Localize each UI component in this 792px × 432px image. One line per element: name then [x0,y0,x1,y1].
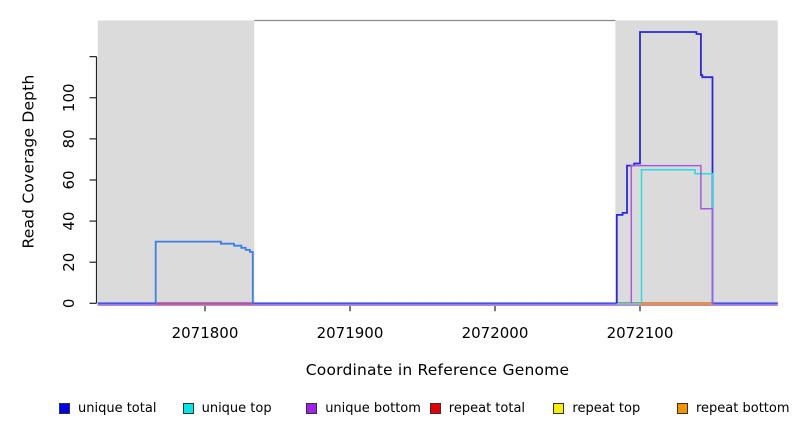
chart-legend: unique total unique top unique bottom repea… [0,399,792,423]
legend-item-unique-bottom: unique bottom [306,399,421,417]
legend-swatch-icon [429,402,441,414]
legend-label: repeat total [448,400,526,416]
legend-label: repeat top [572,400,641,416]
legend-item-unique-total: unique total [59,399,156,417]
x-tick-label: 2072100 [607,324,674,342]
x-tick-label: 2071800 [172,324,239,342]
legend-swatch-icon [59,402,70,414]
legend-swatch-icon [182,402,194,414]
y-tick-label: 100 [60,83,78,112]
legend-swatch-icon [306,402,318,414]
shaded-region-right-repeat-region [615,20,778,304]
legend-swatch-icon [553,402,565,414]
y-tick-label: 80 [60,129,78,148]
legend-label: repeat bottom [696,400,790,416]
series-unique-total-line [615,31,714,304]
legend-label: unique total [78,400,157,416]
series-unique-bottom-line [630,164,714,304]
y-tick-label: 60 [60,170,78,189]
y-tick-label: 40 [60,212,78,231]
x-tick-label: 2071900 [317,324,384,342]
legend-item-repeat-top: repeat top [553,399,640,417]
legend-item-repeat-bottom: repeat bottom [677,399,790,417]
legend-item-unique-top: unique top [182,399,272,417]
x-axis-title: Coordinate in Reference Genome [305,361,570,379]
legend-item-repeat-total: repeat total [429,399,526,417]
y-tick-label: 0 [60,299,78,309]
legend-swatch-icon [677,402,688,414]
legend-label: unique bottom [325,400,421,416]
y-axis-title: Read Coverage Depth [19,74,38,249]
y-tick-label: 20 [60,253,78,272]
x-tick-label: 2072000 [462,324,529,342]
legend-label: unique top [201,400,272,416]
series-unique-total-line [154,240,254,304]
shaded-region-left-repeat-region [97,20,255,304]
series-unique-top-line [640,168,714,304]
